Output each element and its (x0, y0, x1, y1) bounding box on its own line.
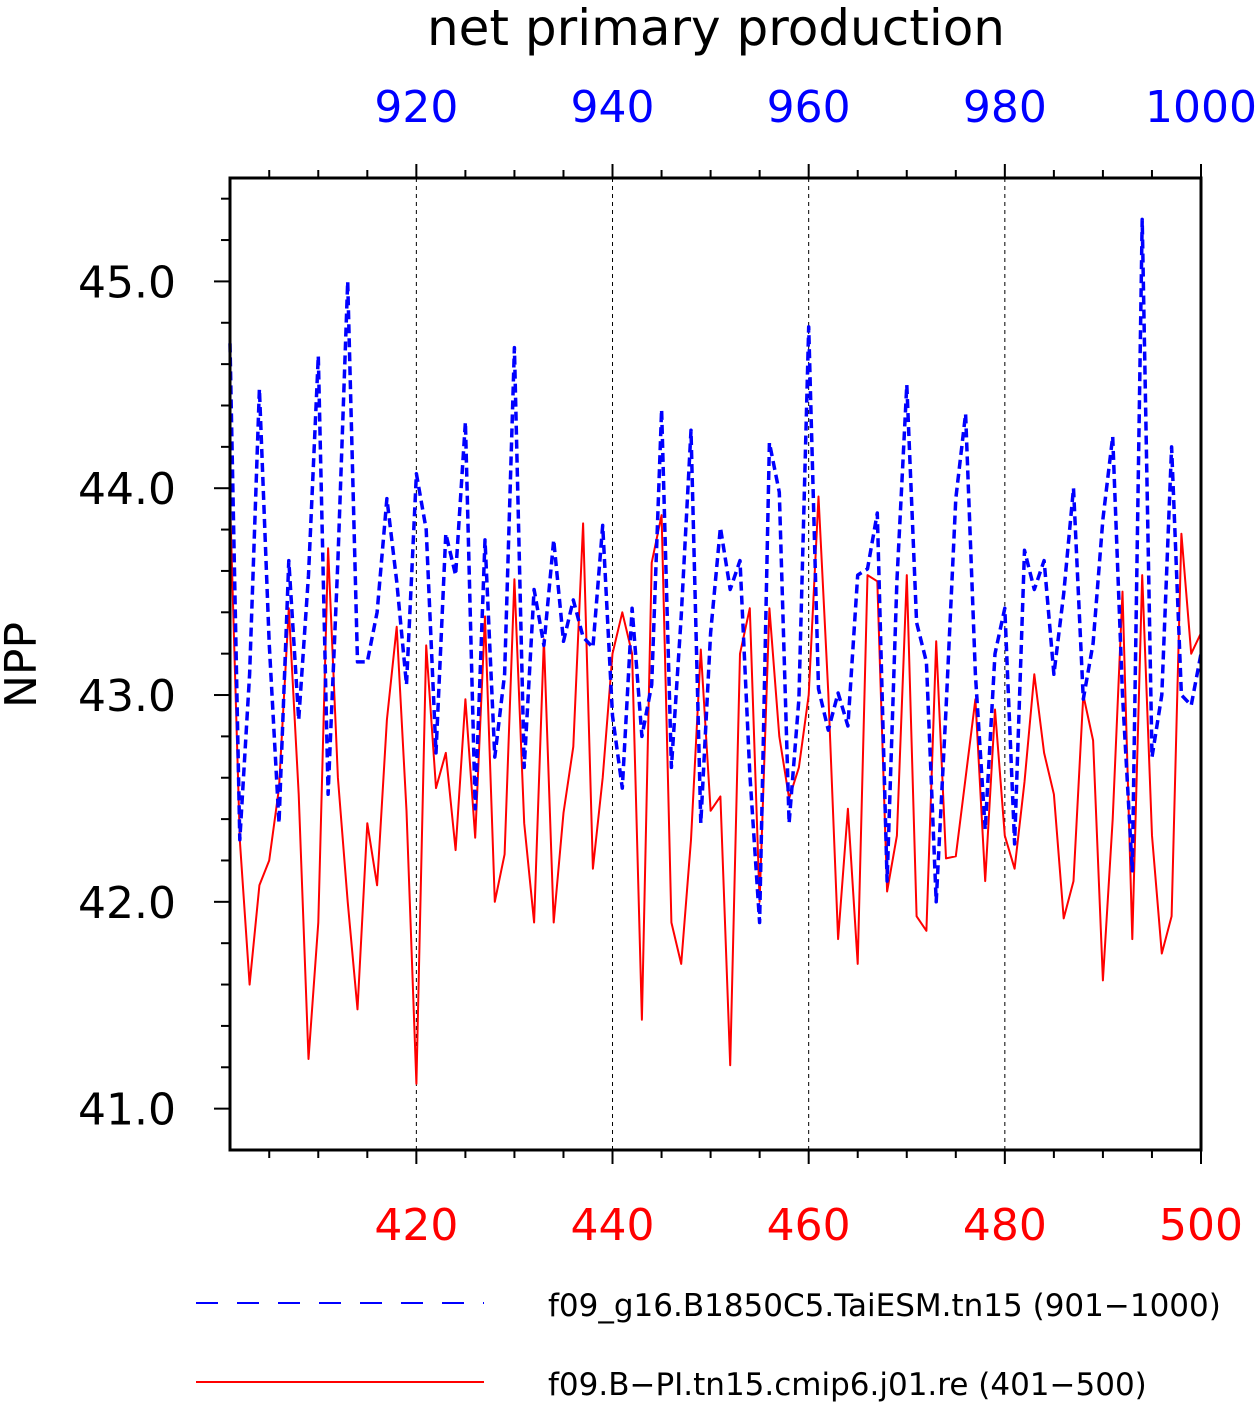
x-top-tick-label: 1000 (1145, 82, 1257, 133)
y-tick-label: 43.0 (78, 671, 176, 722)
series-lines (228, 217, 1203, 1085)
x-top-tick-label: 980 (963, 82, 1047, 133)
legend-label: f09.B−PI.tn15.cmip6.j01.re (401−500) (548, 1367, 1147, 1403)
x-bottom-tick-label: 480 (963, 1200, 1047, 1251)
x-top-tick-label: 940 (571, 82, 655, 133)
legend-label: f09_g16.B1850C5.TaiESM.tn15 (901−1000) (548, 1288, 1221, 1324)
y-axis-label: NPP (0, 622, 47, 708)
x-top-tick-label: 960 (767, 82, 851, 133)
x-bottom-tick-label: 500 (1159, 1200, 1243, 1251)
plot-frame (228, 176, 1203, 1152)
x-bottom-tick-label: 420 (374, 1200, 458, 1251)
series-line-taiesm (228, 217, 1203, 925)
x-top-tick-label: 920 (374, 82, 458, 133)
x-bottom-tick-label: 440 (571, 1200, 655, 1251)
y-tick-label: 41.0 (78, 1085, 176, 1136)
x-bottom-tick-label: 460 (767, 1200, 851, 1251)
y-tick-label: 45.0 (78, 257, 176, 308)
chart-title: net primary production (427, 0, 1005, 57)
y-tick-label: 42.0 (78, 878, 176, 929)
series-line-cmip6 (229, 495, 1202, 1085)
legend: f09_g16.B1850C5.TaiESM.tn15 (901−1000) f0… (196, 1288, 1221, 1403)
y-tick-label: 44.0 (78, 464, 176, 515)
tick-labels: 41.0 42.0 43.0 44.0 45.0 420 440 460 480 500 920 94… (78, 82, 1257, 1251)
